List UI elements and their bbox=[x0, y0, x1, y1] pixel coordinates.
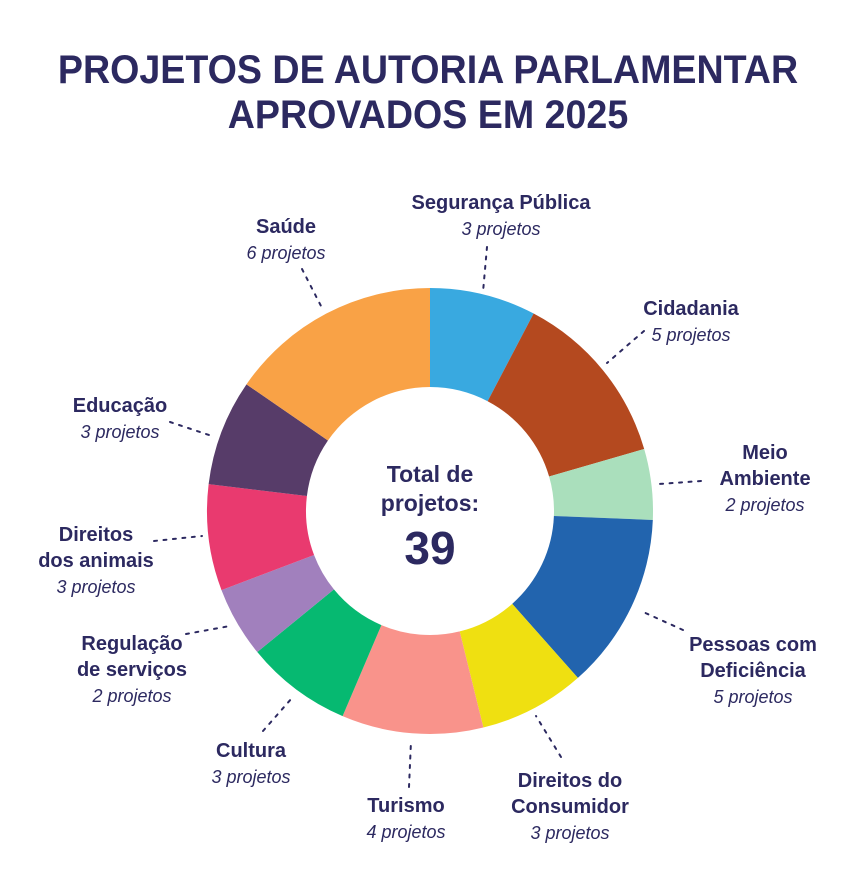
slice-label-regulacao-de-servicos: Regulação de serviços 2 projetos bbox=[22, 631, 242, 709]
slice-label-cidadania: Cidadania 5 projetos bbox=[581, 296, 801, 348]
slice-label-saude: Saúde 6 projetos bbox=[176, 214, 396, 266]
slice-label-count: 2 projetos bbox=[725, 495, 805, 515]
slice-label-count: 3 projetos bbox=[56, 577, 136, 597]
center-label-text: Total de projetos: bbox=[380, 461, 480, 516]
slice-label-count: 6 projetos bbox=[246, 243, 326, 263]
slice-label-count: 3 projetos bbox=[80, 422, 160, 442]
leader-line-regulacao-de-servicos bbox=[185, 625, 231, 635]
slice-label-cultura: Cultura 3 projetos bbox=[141, 738, 361, 790]
donut-center-label: Total de projetos: 39 bbox=[320, 460, 540, 571]
slice-label-pessoas-com-deficiencia: Pessoas com Deficiência 5 projetos bbox=[643, 632, 856, 710]
donut-slice-cidadania bbox=[487, 313, 645, 477]
slice-label-count: 4 projetos bbox=[366, 822, 446, 842]
leader-line-cultura bbox=[262, 697, 293, 732]
slice-label-name: Direitos dos animais bbox=[38, 524, 154, 572]
donut-slice-seguranca-publica bbox=[430, 288, 534, 402]
slice-label-educacao: Educação 3 projetos bbox=[10, 393, 230, 445]
slice-label-count: 5 projetos bbox=[713, 687, 793, 707]
slice-label-direitos-do-consumidor: Direitos do Consumidor 3 projetos bbox=[460, 768, 680, 846]
donut-slice-cultura bbox=[257, 589, 382, 717]
leader-line-direitos-do-consumidor bbox=[535, 715, 562, 758]
slice-label-count: 5 projetos bbox=[651, 325, 731, 345]
leader-line-cidadania bbox=[606, 330, 645, 364]
slice-label-name: Turismo bbox=[367, 795, 445, 817]
slice-label-name: Pessoas com Deficiência bbox=[689, 634, 817, 682]
center-label-value: 39 bbox=[404, 522, 456, 574]
donut-slice-educacao bbox=[208, 384, 328, 497]
slice-label-name: Cultura bbox=[216, 740, 286, 762]
donut-slice-pessoas-com-deficiencia bbox=[512, 515, 653, 678]
slice-label-count: 3 projetos bbox=[530, 823, 610, 843]
slice-label-name: Saúde bbox=[255, 216, 317, 238]
donut-slice-direitos-do-consumidor bbox=[459, 603, 578, 728]
slice-label-seguranca-publica: Segurança Pública 3 projetos bbox=[391, 190, 611, 242]
leader-line-direitos-dos-animais bbox=[153, 535, 203, 542]
leader-line-pessoas-com-deficiencia bbox=[640, 610, 684, 631]
slice-label-name: Regulação de serviços bbox=[76, 633, 188, 681]
donut-slice-saude bbox=[246, 288, 430, 441]
slice-label-direitos-dos-animais: Direitos dos animais 3 projetos bbox=[0, 522, 206, 600]
leader-line-educacao bbox=[169, 421, 216, 438]
slice-label-count: 3 projetos bbox=[211, 767, 291, 787]
slice-label-count: 3 projetos bbox=[461, 219, 541, 239]
leader-line-meio-ambiente bbox=[658, 480, 702, 485]
donut-slice-turismo bbox=[342, 625, 484, 735]
leader-line-saude bbox=[301, 268, 322, 307]
donut-slice-direitos-dos-animais bbox=[206, 484, 315, 591]
slice-label-name: Cidadania bbox=[643, 298, 739, 320]
slice-label-name: Meio Ambiente bbox=[719, 442, 811, 490]
slice-label-turismo: Turismo 4 projetos bbox=[296, 793, 516, 845]
slice-label-name: Segurança Pública bbox=[411, 192, 591, 214]
page-title: PROJETOS DE AUTORIA PARLAMENTAR APROVADO… bbox=[57, 48, 799, 137]
donut-slice-regulacao-de-servicos bbox=[221, 554, 334, 653]
donut-slice-meio-ambiente bbox=[549, 448, 653, 520]
slice-label-meio-ambiente: Meio Ambiente 2 projetos bbox=[655, 440, 856, 518]
slice-label-name: Direitos do Consumidor bbox=[511, 770, 629, 818]
leader-line-seguranca-publica bbox=[482, 246, 488, 293]
slice-label-name: Educação bbox=[72, 395, 168, 417]
leader-line-turismo bbox=[408, 740, 412, 788]
slice-label-count: 2 projetos bbox=[92, 686, 172, 706]
